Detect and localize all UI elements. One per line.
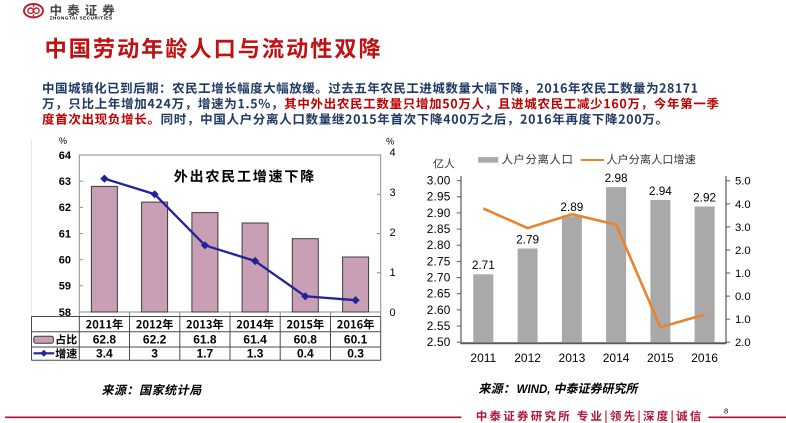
svg-text:%: % xyxy=(59,136,67,146)
svg-text:2.98: 2.98 xyxy=(605,171,628,185)
svg-text:4: 4 xyxy=(390,147,396,159)
svg-text:2015: 2015 xyxy=(647,351,674,365)
svg-text:2.85: 2.85 xyxy=(427,222,451,236)
svg-text:0.3: 0.3 xyxy=(347,347,364,361)
svg-text:3: 3 xyxy=(151,347,158,361)
svg-text:0.4: 0.4 xyxy=(297,347,314,361)
svg-text:60.1: 60.1 xyxy=(344,332,368,346)
svg-text:3.0: 3.0 xyxy=(735,222,751,234)
svg-text:61.4: 61.4 xyxy=(243,332,267,346)
svg-text:0: 0 xyxy=(390,307,396,319)
svg-text:63: 63 xyxy=(59,176,71,188)
svg-text:2.94: 2.94 xyxy=(649,184,672,198)
svg-text:2.65: 2.65 xyxy=(427,287,451,301)
svg-text:1: 1 xyxy=(390,267,396,279)
svg-text:58: 58 xyxy=(59,307,71,319)
svg-text:2014: 2014 xyxy=(603,351,630,365)
svg-text:62.2: 62.2 xyxy=(143,332,167,346)
svg-text:1.0: 1.0 xyxy=(735,268,751,280)
svg-text:3.00: 3.00 xyxy=(427,174,451,188)
svg-text:1.0: 1.0 xyxy=(735,314,751,326)
svg-text:3.4: 3.4 xyxy=(96,347,113,361)
svg-text:2.95: 2.95 xyxy=(427,190,451,204)
svg-text:2.50: 2.50 xyxy=(427,335,451,349)
svg-text:62: 62 xyxy=(59,202,71,214)
svg-text:2.55: 2.55 xyxy=(427,319,451,333)
svg-text:1.7: 1.7 xyxy=(197,347,214,361)
svg-text:8: 8 xyxy=(724,407,728,416)
svg-text:WIND,: WIND, xyxy=(517,384,551,396)
svg-text:2: 2 xyxy=(390,227,396,239)
svg-text:ZHONGTAI SECURITIES: ZHONGTAI SECURITIES xyxy=(50,15,113,20)
svg-text:2.75: 2.75 xyxy=(427,254,451,268)
svg-text:2.80: 2.80 xyxy=(427,238,451,252)
svg-text:2.0: 2.0 xyxy=(735,245,751,257)
svg-text:2.90: 2.90 xyxy=(427,206,451,220)
svg-text:62.8: 62.8 xyxy=(93,332,117,346)
svg-text:2016: 2016 xyxy=(691,351,718,365)
svg-text:59: 59 xyxy=(59,281,71,293)
svg-text:2.60: 2.60 xyxy=(427,303,451,317)
svg-text:2.89: 2.89 xyxy=(560,200,583,214)
svg-text:60.8: 60.8 xyxy=(294,332,318,346)
svg-text:2.71: 2.71 xyxy=(472,258,495,272)
svg-text:%: % xyxy=(386,137,394,147)
svg-text:2.70: 2.70 xyxy=(427,270,451,284)
svg-text:0.0: 0.0 xyxy=(735,291,751,303)
svg-text:4.0: 4.0 xyxy=(735,199,751,211)
svg-text:5.0: 5.0 xyxy=(735,176,751,188)
svg-text:61.8: 61.8 xyxy=(193,332,217,346)
svg-text:2011: 2011 xyxy=(470,351,496,365)
svg-text:61: 61 xyxy=(59,228,71,240)
svg-text:2012: 2012 xyxy=(514,351,541,365)
svg-text:2013: 2013 xyxy=(559,351,586,365)
svg-text:60: 60 xyxy=(59,254,71,266)
svg-text:3: 3 xyxy=(390,187,396,199)
svg-text:1.3: 1.3 xyxy=(247,347,264,361)
svg-text:2.0: 2.0 xyxy=(735,337,751,349)
svg-text:2.92: 2.92 xyxy=(693,190,716,204)
svg-text:2.79: 2.79 xyxy=(516,232,539,246)
svg-text:64: 64 xyxy=(59,150,72,162)
